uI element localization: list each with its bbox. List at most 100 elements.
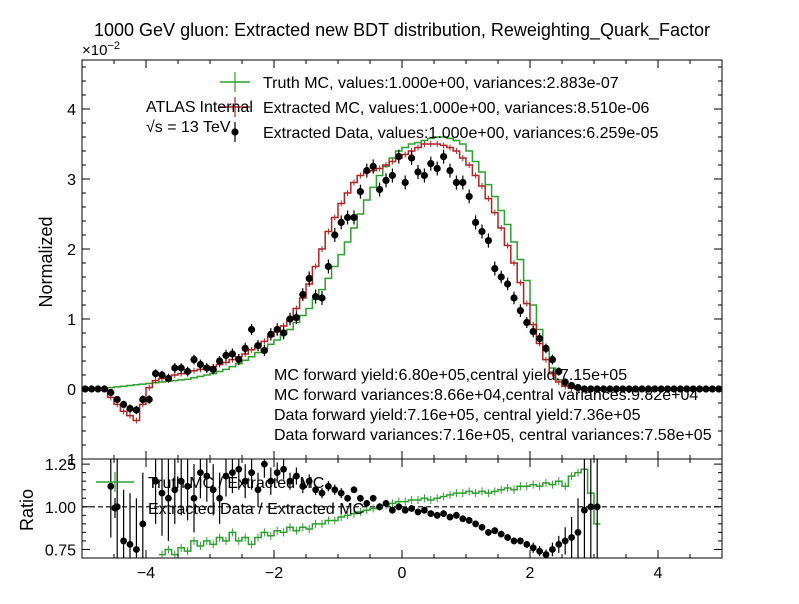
data-point: [177, 364, 185, 372]
atlas-status: Internal: [200, 99, 253, 116]
data-point: [350, 213, 358, 222]
data-point: [644, 385, 653, 393]
chart-title: 1000 GeV gluon: Extracted new BDT distri…: [94, 20, 710, 41]
data-point: [312, 293, 320, 301]
data-point: [139, 395, 147, 404]
ratio-point: [203, 472, 211, 480]
x-tick-label: 0: [398, 565, 407, 582]
ratio-point: [382, 499, 390, 507]
data-point: [164, 374, 172, 383]
data-point: [472, 218, 480, 226]
ratio-point: [177, 477, 185, 485]
data-point: [171, 364, 179, 372]
legend-label: Truth MC, values:1.000e+00, variances:2.…: [263, 75, 619, 92]
ratio-point: [229, 469, 236, 477]
ratio-point: [158, 489, 166, 497]
ratio-point: [120, 537, 127, 545]
data-point: [337, 218, 345, 226]
ratio-point: [485, 528, 492, 536]
ratio-point: [197, 469, 204, 477]
data-point: [561, 378, 569, 386]
data-point: [600, 385, 608, 393]
data-point: [203, 364, 211, 372]
ratio-point: [350, 486, 358, 494]
annotation-line: MC forward yield:6.80e+05,central yield:…: [274, 367, 627, 384]
y-tick-label-main: 1: [67, 312, 76, 329]
data-point: [324, 262, 332, 271]
y-tick-label-ratio: 0.75: [45, 542, 76, 559]
ratio-point: [574, 528, 582, 536]
ratio-point: [331, 486, 339, 494]
data-point: [292, 314, 300, 322]
annotation-line: Data forward variances:7.16e+05, central…: [274, 427, 712, 444]
legend-handle: [111, 504, 119, 512]
data-point: [318, 294, 326, 302]
main-panel: 0 1 2 3 4 1 Normalized: [36, 59, 723, 469]
data-point: [280, 329, 288, 337]
ratio-point: [408, 505, 415, 512]
data-point: [382, 176, 390, 184]
data-point: [228, 350, 236, 358]
ratio-point: [440, 510, 447, 518]
data-point: [88, 385, 96, 393]
ratio-point: [593, 503, 601, 511]
data-point: [702, 385, 710, 393]
data-point: [459, 178, 467, 187]
data-point: [708, 385, 717, 393]
data-point: [363, 167, 371, 175]
ratio-point: [165, 494, 172, 502]
ratio-point: [241, 477, 249, 485]
ratio-point: [465, 517, 473, 524]
data-point: [331, 231, 339, 239]
data-point: [222, 351, 230, 359]
ratio-point: [325, 482, 332, 490]
data-point: [619, 385, 627, 393]
data-point: [216, 357, 224, 365]
ratio-point: [453, 511, 460, 519]
data-point: [196, 360, 204, 369]
ratio-point: [344, 494, 351, 502]
data-point: [542, 344, 550, 352]
ratio-point: [273, 469, 281, 477]
data-point: [433, 164, 441, 173]
y-tick-label-ratio: 1.25: [45, 457, 76, 474]
ratio-point: [427, 510, 435, 518]
ratio-point: [133, 546, 140, 553]
data-point: [126, 405, 134, 413]
data-point: [536, 335, 544, 343]
data-point: [388, 171, 396, 180]
ratio-point: [126, 540, 134, 548]
y-tick-label-ratio: 1.00: [45, 500, 76, 517]
data-point: [356, 188, 364, 196]
data-point: [497, 273, 505, 281]
legend-handle: [231, 128, 239, 136]
ratio-point: [497, 530, 505, 538]
ratio-point: [536, 547, 543, 555]
data-point: [299, 290, 307, 299]
data-point: [516, 307, 525, 315]
ratio-point: [401, 506, 409, 514]
data-point: [689, 385, 697, 393]
data-point: [529, 328, 537, 336]
y-tick-label-main: 2: [67, 242, 76, 259]
data-point: [209, 365, 217, 373]
data-point: [420, 171, 428, 180]
ratio-point: [555, 540, 563, 548]
data-point: [676, 385, 685, 393]
data-point: [145, 395, 153, 404]
data-point: [612, 385, 621, 393]
ratio-point: [523, 540, 531, 548]
legend-label: Extracted Data / Extracted MC: [148, 501, 364, 518]
data-point: [484, 237, 492, 245]
data-point: [465, 192, 473, 201]
data-point: [120, 400, 128, 408]
data-point: [574, 384, 582, 392]
ratio-point: [369, 494, 377, 502]
ratio-point: [421, 506, 428, 514]
ratio-point: [363, 499, 371, 507]
data-point: [395, 153, 403, 161]
ratio-point: [549, 546, 556, 553]
data-point: [369, 162, 377, 170]
ratio-point: [433, 511, 441, 519]
ratio-point: [459, 515, 467, 523]
